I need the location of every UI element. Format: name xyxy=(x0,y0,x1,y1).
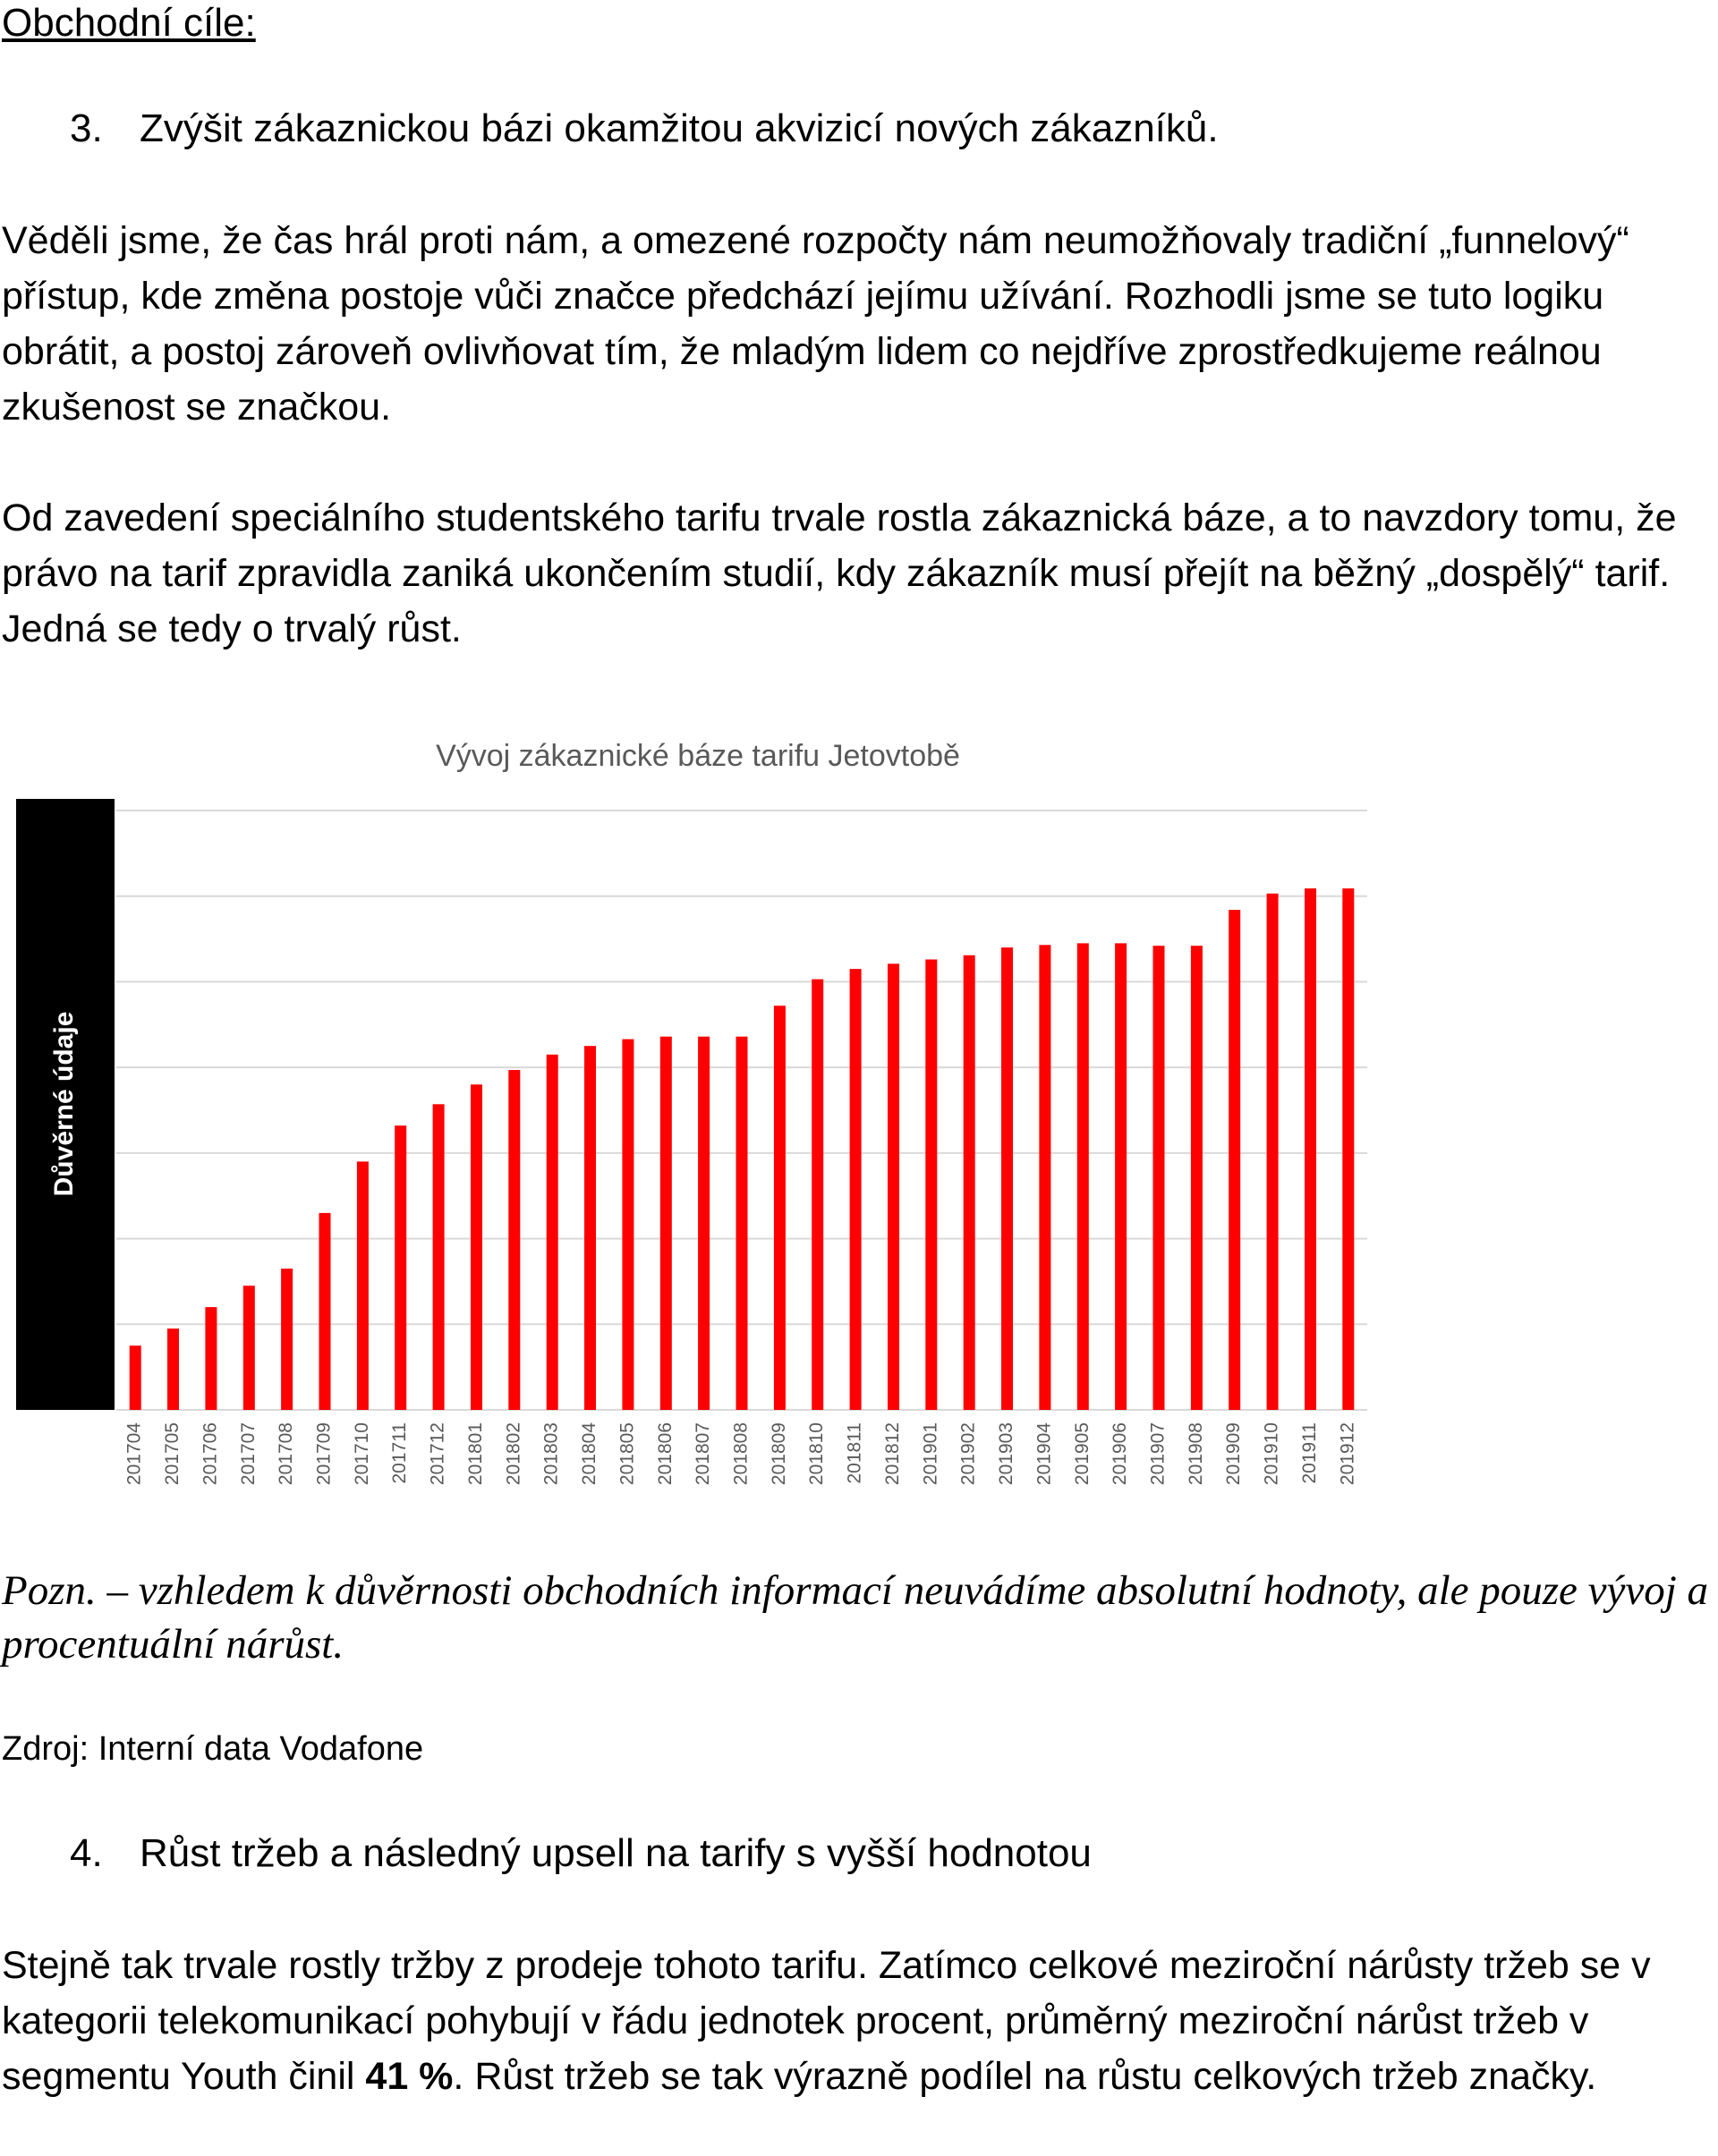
confidential-label: Důvěrné údaje xyxy=(49,1012,79,1197)
chart-x-tick-label: 201710 xyxy=(352,1422,372,1485)
chart-x-tick-label: 201704 xyxy=(124,1422,145,1485)
chart-x-tick-label: 201711 xyxy=(389,1422,410,1484)
chart-bar xyxy=(242,1286,255,1410)
paragraph-3-text: Stejně tak trvale rostly tržby z prodeje… xyxy=(2,1944,1651,2098)
chart-x-tick-label: 201901 xyxy=(920,1422,940,1485)
chart-bar xyxy=(622,1039,634,1410)
chart-x-tick-label: 201803 xyxy=(541,1422,562,1485)
chart-bar xyxy=(1190,946,1203,1410)
chart-bar xyxy=(281,1269,293,1410)
confidential-overlay xyxy=(16,799,115,1410)
data-source: Zdroj: Interní data Vodafone xyxy=(2,1730,424,1768)
chart-x-tick-label: 201808 xyxy=(731,1422,752,1485)
chart-bar xyxy=(1001,947,1013,1410)
chart-x-tick-label: 201708 xyxy=(276,1422,296,1485)
chart-x-tick-label: 201911 xyxy=(1299,1422,1320,1484)
chart-bar xyxy=(395,1125,407,1410)
chart-x-tick-label: 201904 xyxy=(1033,1422,1054,1485)
chart-bar xyxy=(546,1054,558,1410)
chart-bar xyxy=(205,1307,217,1410)
chart-bar xyxy=(888,963,899,1410)
chart-x-tick-label: 201802 xyxy=(503,1422,523,1485)
chart-x-tick-label: 201906 xyxy=(1110,1422,1130,1485)
chart-x-tick-label: 201912 xyxy=(1337,1422,1357,1485)
chart-bar xyxy=(508,1070,521,1410)
chart-bar xyxy=(129,1345,141,1410)
goal-4: 4. Růst tržeb a následný upsell na tarify… xyxy=(70,1830,1092,1877)
chart-bar xyxy=(812,979,824,1410)
goal-4-number: 4. xyxy=(70,1831,103,1875)
chart-bar xyxy=(698,1036,710,1410)
chart-bar xyxy=(1115,943,1127,1410)
chart-x-tick-label: 201903 xyxy=(996,1422,1016,1485)
chart-x-tick-label: 201712 xyxy=(428,1422,448,1485)
chart-x-tick-label: 201812 xyxy=(882,1422,903,1485)
chart-x-tick-label: 201707 xyxy=(238,1422,259,1485)
chart-bar xyxy=(773,1006,786,1410)
goal-4-text: Růst tržeb a následný upsell na tarify s… xyxy=(140,1831,1092,1875)
chart-bar xyxy=(849,969,862,1410)
goal-3: 3. Zvýšit zákaznickou bázi okamžitou akvi… xyxy=(70,106,1219,152)
chart-bar xyxy=(1305,888,1316,1410)
chart-bar xyxy=(1039,945,1051,1410)
chart-bar xyxy=(1266,893,1279,1410)
chart-x-tick-label: 201801 xyxy=(465,1422,486,1485)
chart-bar xyxy=(963,955,975,1410)
customer-base-chart: Vývoj zákaznické báze tarifu Jetovtobě 2… xyxy=(16,739,1367,1485)
chart-x-tick-label: 201804 xyxy=(579,1422,600,1485)
goal-3-text: Zvýšit zákaznickou bázi okamžitou akvizi… xyxy=(140,106,1219,150)
chart-x-tick-label: 201705 xyxy=(162,1422,183,1485)
chart-bar xyxy=(1152,946,1165,1410)
chart-x-tick-label: 201709 xyxy=(314,1422,335,1485)
paragraph-3-text-end: . Růst tržeb se tak výrazně podílel na r… xyxy=(453,2055,1597,2098)
chart-x-tick-label: 201810 xyxy=(806,1422,827,1485)
chart-note: Pozn. – vzhledem k důvěrnosti obchodních… xyxy=(2,1567,1709,1668)
growth-percentage: 41 % xyxy=(365,2055,454,2098)
chart-bar xyxy=(432,1104,445,1410)
chart-x-labels: 201704 201705 201706 201707 201708 201709 2017… xyxy=(124,1422,1358,1485)
chart-x-tick-label: 201908 xyxy=(1186,1422,1206,1485)
chart-bar xyxy=(1342,888,1355,1410)
chart-bar xyxy=(167,1328,179,1410)
chart-x-tick-label: 201706 xyxy=(200,1422,220,1485)
chart-x-tick-label: 201809 xyxy=(769,1422,789,1485)
chart-x-tick-label: 201902 xyxy=(958,1422,979,1485)
chart-title: Vývoj zákaznické báze tarifu Jetovtobě xyxy=(436,739,960,773)
chart-bars xyxy=(129,888,1355,1410)
chart-x-tick-label: 201807 xyxy=(693,1422,713,1485)
chart-x-tick-label: 201811 xyxy=(845,1422,865,1484)
chart-x-tick-label: 201905 xyxy=(1072,1422,1093,1485)
section-heading: Obchodní cíle: xyxy=(2,1,256,45)
paragraph-2: Od zavedení speciálního studentského tar… xyxy=(2,497,1677,650)
goal-3-number: 3. xyxy=(70,106,103,150)
paragraph-1: Věděli jsme, že čas hrál proti nám, a om… xyxy=(2,219,1629,429)
chart-x-tick-label: 201806 xyxy=(655,1422,676,1485)
chart-bar xyxy=(925,959,938,1410)
chart-x-tick-label: 201805 xyxy=(617,1422,637,1485)
chart-bar xyxy=(1076,943,1089,1410)
chart-bar xyxy=(356,1161,369,1410)
chart-bar xyxy=(319,1212,331,1410)
chart-bar xyxy=(659,1036,672,1410)
chart-x-tick-label: 201907 xyxy=(1148,1422,1169,1485)
chart-bar xyxy=(736,1036,748,1410)
chart-bar xyxy=(471,1084,482,1410)
chart-x-tick-label: 201910 xyxy=(1262,1422,1282,1485)
chart-bar xyxy=(1229,910,1241,1410)
paragraph-3: Stejně tak trvale rostly tržby z prodeje… xyxy=(2,1938,1716,2104)
chart-x-tick-label: 201909 xyxy=(1223,1422,1244,1485)
chart-bar xyxy=(584,1046,596,1410)
